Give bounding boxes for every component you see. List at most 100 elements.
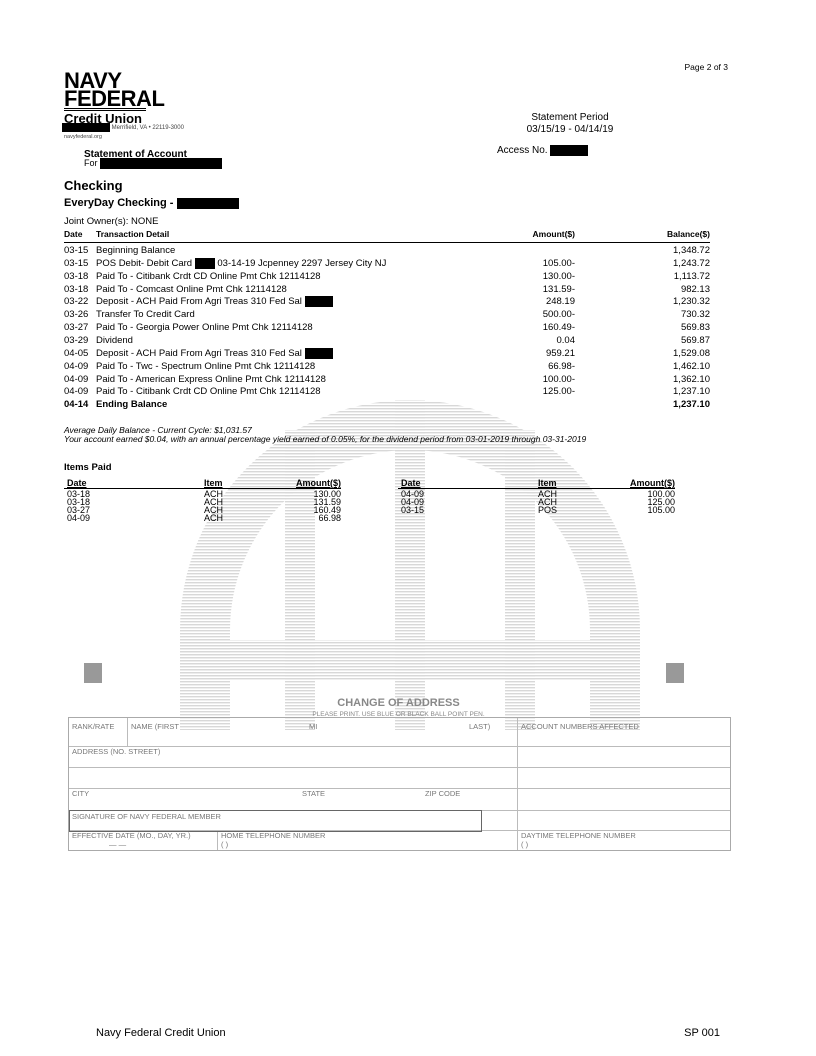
- transaction-amount: 100.00-: [542, 373, 575, 385]
- transaction-row: 03-22 Deposit - ACH Paid From Agri Treas …: [64, 296, 710, 309]
- transaction-amount: 131.59-: [542, 283, 575, 295]
- transaction-date: 03-26: [64, 309, 89, 321]
- address-label: ADDRESS (NO. STREET): [72, 747, 161, 756]
- transaction-row: 04-05 Deposit - ACH Paid From Agri Treas …: [64, 347, 710, 361]
- home-phone-parens: ( ): [221, 840, 229, 849]
- transaction-detail: Transfer To Credit Card: [96, 309, 195, 321]
- transaction-row: 03-26 Transfer To Credit Card 500.00- 730.3…: [64, 309, 710, 322]
- transaction-date: 04-14: [64, 399, 89, 411]
- effective-date-dashes: — —: [109, 840, 127, 849]
- transaction-amount: 0.04: [556, 334, 576, 346]
- items-paid-amount: 125.00: [647, 497, 675, 507]
- transaction-balance: 1,237.10: [673, 399, 710, 411]
- statement-title: Statement of Account: [84, 149, 187, 160]
- items-paid-item: ACH: [538, 497, 558, 507]
- items-paid-amount: 131.59: [313, 497, 341, 507]
- transaction-detail: Ending Balance: [96, 399, 168, 411]
- transaction-amount: 130.00-: [542, 270, 575, 282]
- last-label: LAST): [469, 722, 491, 731]
- signature-label: SIGNATURE OF NAVY FEDERAL MEMBER: [72, 812, 221, 821]
- items-paid-amount: 130.00: [313, 489, 341, 499]
- account-name: EveryDay Checking -: [64, 197, 239, 209]
- items-paid-date: 04-09: [67, 513, 91, 523]
- transaction-row: 03-29 Dividend 0.04 569.87: [64, 335, 710, 348]
- transaction-date: 04-09: [64, 360, 89, 372]
- daytime-phone-parens: ( ): [521, 840, 529, 849]
- transaction-row: 03-27 Paid To - Georgia Power Online Pmt …: [64, 322, 710, 335]
- transaction-amount: 959.21: [545, 347, 575, 359]
- transaction-amount: 160.49-: [542, 322, 575, 334]
- change-of-address-title: CHANGE OF ADDRESS: [337, 697, 460, 709]
- home-phone-label: HOME TELEPHONE NUMBER: [221, 831, 326, 840]
- transaction-date: 03-29: [64, 334, 89, 346]
- items-paid-date: 03-18: [67, 497, 91, 507]
- registration-mark-left: [84, 663, 102, 683]
- transaction-row: 03-18 Paid To - Comcast Online Pmt Chk 12…: [64, 284, 710, 297]
- transaction-detail: Deposit - ACH Paid From Agri Treas 310 F…: [96, 347, 333, 359]
- effective-date-label: EFFECTIVE DATE (MO., DAY, YR.): [72, 831, 191, 840]
- items-paid-item: ACH: [204, 513, 224, 523]
- transaction-balance: 1,348.72: [673, 245, 710, 256]
- items-paid-date: 04-09: [401, 497, 425, 507]
- rank-rate-label: RANK/RATE: [72, 722, 115, 731]
- name-first-label: NAME (FIRST: [131, 722, 179, 731]
- transaction-amount: 66.98-: [548, 360, 575, 372]
- transaction-balance: 1,362.10: [673, 373, 710, 385]
- transaction-balance: 569.87: [680, 334, 710, 346]
- items-paid-header-right: Date Item Amount($): [398, 478, 675, 489]
- footer-left: Navy Federal Credit Union: [96, 1027, 226, 1039]
- items-paid-item: ACH: [204, 489, 224, 499]
- items-paid-item: POS: [538, 505, 558, 515]
- city-label: CITY: [72, 789, 90, 798]
- transaction-amount: 500.00-: [542, 309, 575, 321]
- items-paid-item: ACH: [538, 489, 558, 499]
- page-number: Page 2 of 3: [684, 62, 728, 72]
- items-paid-date: 03-18: [67, 489, 91, 499]
- registration-mark-right: [666, 663, 684, 683]
- transaction-balance: 1,243.72: [673, 257, 710, 269]
- items-paid-amount: 105.00: [647, 505, 675, 515]
- transaction-row: 04-09 Paid To - Twc - Spectrum Online Pmt…: [64, 361, 710, 374]
- transaction-row: 03-15 POS Debit- Debit Card 03-14-19 Jcpe…: [64, 257, 710, 271]
- change-of-address-subtitle: PLEASE PRINT. USE BLUE OR BLACK BALL POI…: [312, 711, 485, 718]
- transaction-date: 04-05: [64, 347, 89, 359]
- statement-period: Statement Period 03/15/19 - 04/14/19: [526, 112, 614, 135]
- transaction-date: 03-22: [64, 296, 89, 308]
- section-title: Checking: [64, 178, 123, 193]
- transaction-detail: POS Debit- Debit Card 03-14-19 Jcpenney …: [96, 257, 387, 269]
- transaction-date: 04-09: [64, 386, 89, 398]
- address-line: Merrifield, VA • 22119-3000: [62, 123, 184, 132]
- signature-field[interactable]: [69, 810, 482, 832]
- transaction-detail: Paid To - Georgia Power Online Pmt Chk 1…: [96, 322, 313, 334]
- transaction-header: Date Transaction Detail Amount($) Balanc…: [64, 229, 710, 243]
- state-label: STATE: [302, 789, 326, 798]
- transaction-date: 03-15: [64, 245, 89, 256]
- items-paid-item: ACH: [204, 497, 224, 507]
- transaction-detail: Paid To - Citibank Crdt CD Online Pmt Ch…: [96, 386, 321, 398]
- joint-owner: Joint Owner(s): NONE: [64, 216, 159, 227]
- zip-label: ZIP CODE: [425, 789, 461, 798]
- transaction-row: 03-15 Beginning Balance 1,348.72: [64, 245, 710, 258]
- transaction-amount: 125.00-: [542, 386, 575, 398]
- transaction-row: 03-18 Paid To - Citibank Crdt CD Online P…: [64, 271, 710, 284]
- mi-label: MI: [309, 722, 318, 731]
- items-paid-amount: 160.49: [313, 505, 341, 515]
- transaction-balance: 569.83: [680, 322, 710, 334]
- transaction-row: 04-14 Ending Balance 1,237.10: [64, 399, 710, 412]
- items-paid-amount: 66.98: [318, 513, 341, 523]
- footer-right: SP 001: [684, 1027, 720, 1039]
- transaction-date: 03-18: [64, 270, 89, 282]
- transaction-detail: Beginning Balance: [96, 245, 176, 256]
- transaction-balance: 1,230.32: [673, 296, 710, 308]
- items-paid-date: 03-27: [67, 505, 91, 515]
- transaction-detail: Paid To - Comcast Online Pmt Chk 1211412…: [96, 283, 287, 295]
- navy-federal-logo: NAVY FEDERAL Credit Union: [64, 68, 165, 126]
- transaction-balance: 1,529.08: [673, 347, 710, 359]
- transaction-balance: 1,113.72: [673, 270, 710, 282]
- transaction-date: 03-27: [64, 322, 89, 334]
- items-paid-amount: 100.00: [647, 489, 675, 499]
- daytime-phone-label: DAYTIME TELEPHONE NUMBER: [521, 831, 636, 840]
- items-paid-item: ACH: [204, 505, 224, 515]
- transaction-detail: Deposit - ACH Paid From Agri Treas 310 F…: [96, 296, 333, 307]
